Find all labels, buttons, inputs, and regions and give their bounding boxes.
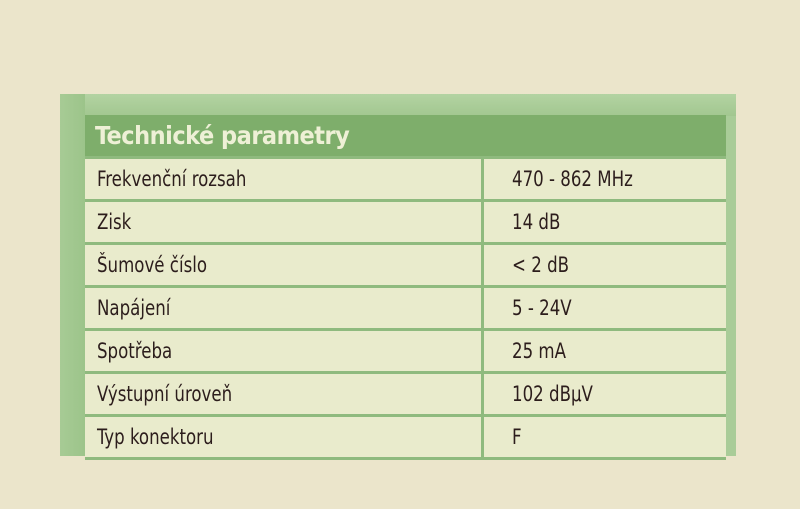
- table-row: Zisk 14 dB: [85, 202, 726, 245]
- table-row: Frekvenční rozsah 470 - 862 MHz: [85, 156, 726, 202]
- row-label-cell: Spotřeba: [85, 331, 484, 371]
- row-label: Zisk: [97, 210, 132, 234]
- row-value: 25 mA: [512, 339, 566, 363]
- row-value-cell: 102 dBμV: [484, 374, 604, 414]
- row-value-cell: 14 dB: [484, 202, 567, 242]
- table-row: Šumové číslo < 2 dB: [85, 245, 726, 288]
- row-value-cell: 25 mA: [484, 331, 573, 371]
- row-label: Výstupní úroveň: [97, 382, 233, 406]
- frame-top-bevel: [60, 94, 736, 116]
- row-value: 14 dB: [512, 210, 561, 234]
- row-label-cell: Frekvenční rozsah: [85, 159, 484, 199]
- row-label-cell: Šumové číslo: [85, 245, 484, 285]
- table-title: Technické parametry: [85, 115, 726, 156]
- frame-side-bevel: [60, 94, 85, 456]
- row-value-cell: F: [484, 417, 523, 457]
- row-label-cell: Typ konektoru: [85, 417, 484, 457]
- row-label: Spotřeba: [97, 339, 173, 363]
- table-row: Napájení 5 - 24V: [85, 288, 726, 331]
- row-label: Šumové číslo: [97, 253, 208, 277]
- row-value-cell: 470 - 862 MHz: [484, 159, 649, 199]
- table-row: Spotřeba 25 mA: [85, 331, 726, 374]
- row-label-cell: Zisk: [85, 202, 484, 242]
- row-label: Typ konektoru: [97, 425, 214, 449]
- row-value: < 2 dB: [512, 253, 570, 277]
- row-label: Napájení: [97, 296, 171, 320]
- row-value: F: [512, 425, 522, 449]
- row-label: Frekvenční rozsah: [97, 167, 247, 191]
- row-value: 470 - 862 MHz: [512, 167, 633, 191]
- row-value: 5 - 24V: [512, 296, 572, 320]
- table-row: Výstupní úroveň 102 dBμV: [85, 374, 726, 417]
- row-value: 102 dBμV: [512, 382, 593, 406]
- row-label-cell: Výstupní úroveň: [85, 374, 484, 414]
- row-label-cell: Napájení: [85, 288, 484, 328]
- row-value-cell: 5 - 24V: [484, 288, 580, 328]
- table-row: Typ konektoru F: [85, 417, 726, 460]
- technical-parameters-table: Technické parametry Frekvenční rozsah 470…: [85, 115, 726, 460]
- row-value-cell: < 2 dB: [484, 245, 577, 285]
